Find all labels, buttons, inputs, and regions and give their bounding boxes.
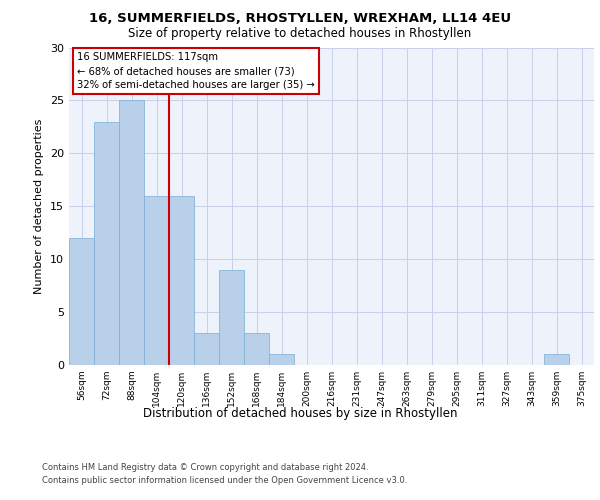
Text: 16 SUMMERFIELDS: 117sqm
← 68% of detached houses are smaller (73)
32% of semi-de: 16 SUMMERFIELDS: 117sqm ← 68% of detache… xyxy=(77,52,314,90)
Bar xyxy=(269,354,294,365)
Text: Contains public sector information licensed under the Open Government Licence v3: Contains public sector information licen… xyxy=(42,476,407,485)
Bar xyxy=(169,196,194,365)
Bar xyxy=(119,100,144,365)
Text: Size of property relative to detached houses in Rhostyllen: Size of property relative to detached ho… xyxy=(128,28,472,40)
Bar xyxy=(194,333,219,365)
Text: Distribution of detached houses by size in Rhostyllen: Distribution of detached houses by size … xyxy=(143,408,457,420)
Bar xyxy=(244,333,269,365)
Text: Contains HM Land Registry data © Crown copyright and database right 2024.: Contains HM Land Registry data © Crown c… xyxy=(42,462,368,471)
Bar xyxy=(544,354,569,365)
Bar xyxy=(144,196,169,365)
Y-axis label: Number of detached properties: Number of detached properties xyxy=(34,118,44,294)
Bar xyxy=(94,122,119,365)
Bar xyxy=(219,270,244,365)
Bar xyxy=(69,238,94,365)
Text: 16, SUMMERFIELDS, RHOSTYLLEN, WREXHAM, LL14 4EU: 16, SUMMERFIELDS, RHOSTYLLEN, WREXHAM, L… xyxy=(89,12,511,26)
